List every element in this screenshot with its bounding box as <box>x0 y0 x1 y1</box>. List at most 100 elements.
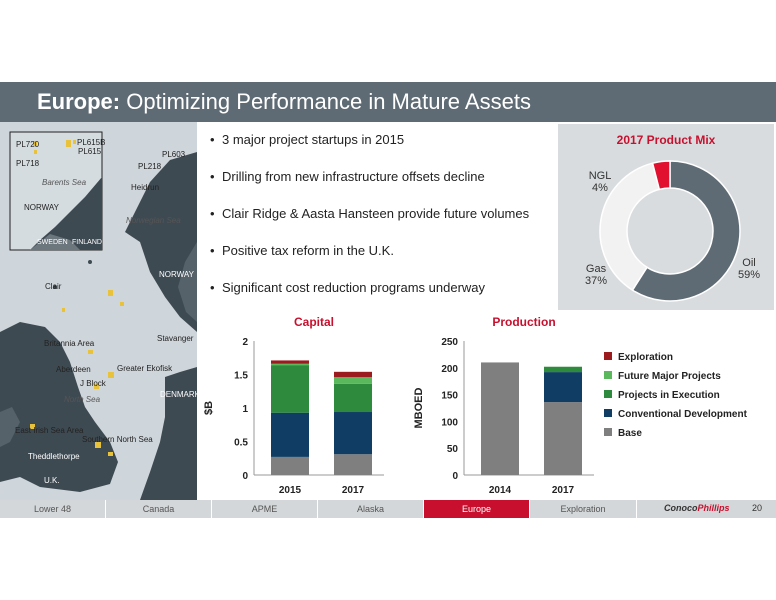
bar-segment-base <box>544 402 582 475</box>
bar-chart-ytick-1: 2 <box>242 337 248 348</box>
donut-slice-oil <box>631 160 741 302</box>
bar-segment-exploration <box>334 371 372 378</box>
donut-label-gas-pct: 37% <box>585 275 607 287</box>
page-number: 20 <box>752 503 763 513</box>
legend-label-projects-in-execution: Projects in Execution <box>618 390 720 401</box>
legend-swatch-exploration <box>604 352 612 360</box>
legend-label-conventional-development: Conventional Development <box>618 409 748 420</box>
map-label-pl615b: PL615B <box>77 138 106 147</box>
bar-chart-ytick-1: 0 <box>242 471 248 482</box>
map-label-pl615: PL615 <box>78 147 102 156</box>
bar-segment-conventional-development <box>334 412 372 455</box>
bar-chart-ytick-2: 100 <box>441 417 458 428</box>
nav-tab-apme[interactable]: APME <box>212 500 318 518</box>
bar-segment-projects-in-execution <box>544 366 582 373</box>
bar-chart-ytick-2: 150 <box>441 391 458 402</box>
map-label-britannia: Britannia Area <box>44 339 95 348</box>
map-label-pl720: PL720 <box>16 140 40 149</box>
bar-segment-future-major-projects <box>271 363 309 366</box>
map-label-southern-north: Southern North Sea <box>82 435 153 444</box>
bullet-text: Clair Ridge & Aasta Hansteen provide fut… <box>222 206 530 221</box>
bar-chart-title-1: Capital <box>294 315 334 329</box>
donut-label-gas: Gas <box>586 263 607 275</box>
map-label-sweden: SWEDEN <box>37 239 68 246</box>
europe-map: PL720 PL615B PL615 PL718 PL603 PL218 Hei… <box>0 122 197 500</box>
donut-label-oil-pct: 59% <box>738 269 760 281</box>
map-label-jblock: J Block <box>80 379 106 388</box>
bar-segment-base <box>271 456 309 475</box>
map-label-aberdeen: Aberdeen <box>56 365 91 374</box>
bar-chart-xtick-1: 2017 <box>342 485 365 496</box>
map-label-barents: Barents Sea <box>42 178 87 187</box>
map-label-pl218: PL218 <box>138 162 162 171</box>
map-label-denmark: DENMARK <box>160 390 197 399</box>
nav-tab-europe[interactable]: Europe <box>424 500 530 518</box>
nav-tab-exploration[interactable]: Exploration <box>530 500 637 518</box>
legend-label-future-major-projects: Future Major Projects <box>618 371 721 382</box>
bullet-text: Drilling from new infrastructure offsets… <box>222 169 485 184</box>
bar-segment-projects-in-execution <box>271 365 309 413</box>
nav-bar: Lower 48 Canada APME Alaska Europe Explo… <box>0 500 776 518</box>
bar-segment-base <box>334 454 372 475</box>
bullet-item: • 3 major project startups in 2015 <box>210 132 405 147</box>
bar-chart-title-2: Production <box>492 315 555 329</box>
donut-slice-gas <box>599 162 661 292</box>
slide: Europe: Optimizing Performance in Mature… <box>0 82 776 518</box>
bullet-item: • Significant cost reduction programs und… <box>210 280 486 295</box>
map-label-east-irish: East Irish Sea Area <box>15 426 84 435</box>
charts-panel: Capital $B 0 0.5 1 1.5 2 2015 2017 Production MBOE… <box>203 312 774 500</box>
map-label-pl603: PL603 <box>162 150 186 159</box>
map-label-uk: U.K. <box>44 476 60 485</box>
bar-chart-xtick-2: 2017 <box>552 485 575 496</box>
map-label-theddlethorpe: Theddlethorpe <box>28 452 80 461</box>
map-label-norway-inset: NORWAY <box>24 203 59 212</box>
donut-label-ngl-pct: 4% <box>592 182 608 194</box>
legend-label-exploration: Exploration <box>618 352 673 363</box>
legend-swatch-conventional-development <box>604 409 612 417</box>
bar-segment-conventional-development <box>271 412 309 457</box>
bar-segment-conventional-development <box>544 372 582 403</box>
bar-chart-ytick-1: 1.5 <box>234 371 248 382</box>
bullet-list: • 3 major project startups in 2015 • Drill… <box>204 124 556 310</box>
map-label-finland: FINLAND <box>72 239 102 246</box>
bullet-text: Significant cost reduction programs unde… <box>222 280 486 295</box>
bar-chart-ytick-2: 250 <box>441 337 458 348</box>
legend-swatch-base <box>604 428 612 436</box>
product-mix-panel: 2017 Product Mix Oil 59% Gas 37% NGL 4% <box>558 124 774 310</box>
bar-chart-ytick-2: 50 <box>447 444 459 455</box>
bullet-text: 3 major project startups in 2015 <box>222 132 405 147</box>
bar-chart-xtick-2: 2014 <box>489 485 512 496</box>
bullet-item: • Clair Ridge & Aasta Hansteen provide fu… <box>210 206 530 221</box>
title-bar: Europe: Optimizing Performance in Mature… <box>0 82 776 122</box>
conocophillips-logo: ConocoPhillips <box>664 503 730 513</box>
bar-chart-ytick-2: 200 <box>441 364 458 375</box>
bar-chart-ytick-1: 0.5 <box>234 438 248 449</box>
donut-label-ngl: NGL <box>589 170 612 182</box>
map-label-north-sea: North Sea <box>64 395 101 404</box>
donut-slice-ngl <box>651 160 671 191</box>
bar-segment-exploration <box>271 360 309 364</box>
bar-chart-ylabel-1: $B <box>204 401 215 415</box>
bar-chart-ytick-1: 1 <box>242 404 248 415</box>
bar-segment-future-major-projects <box>334 377 372 384</box>
bar-charts: Capital $B 0 0.5 1 1.5 2 2015 2017 Production MBOE… <box>203 315 748 496</box>
logo-part-a: Conoco <box>664 503 698 513</box>
bullet-text: Positive tax reform in the U.K. <box>222 243 394 258</box>
map-label-stavanger: Stavanger <box>157 334 194 343</box>
bar-chart-xtick-1: 2015 <box>279 485 302 496</box>
logo-part-b: Phillips <box>697 503 730 513</box>
bar-segment-base <box>481 362 519 475</box>
donut-label-oil: Oil <box>742 257 755 269</box>
nav-tab-alaska[interactable]: Alaska <box>318 500 424 518</box>
title-bold: Europe: <box>37 89 121 114</box>
bar-segment-projects-in-execution <box>334 383 372 413</box>
nav-tab-lower48[interactable]: Lower 48 <box>0 500 106 518</box>
map-label-norway: NORWAY <box>159 270 194 279</box>
donut-title: 2017 Product Mix <box>617 133 716 147</box>
bullet-item: • Drilling from new infrastructure offset… <box>210 169 485 184</box>
slide-title: Europe: Optimizing Performance in Mature… <box>37 89 531 115</box>
bullet-item: • Positive tax reform in the U.K. <box>210 243 394 258</box>
legend-swatch-projects-in-execution <box>604 390 612 398</box>
nav-tab-canada[interactable]: Canada <box>106 500 212 518</box>
